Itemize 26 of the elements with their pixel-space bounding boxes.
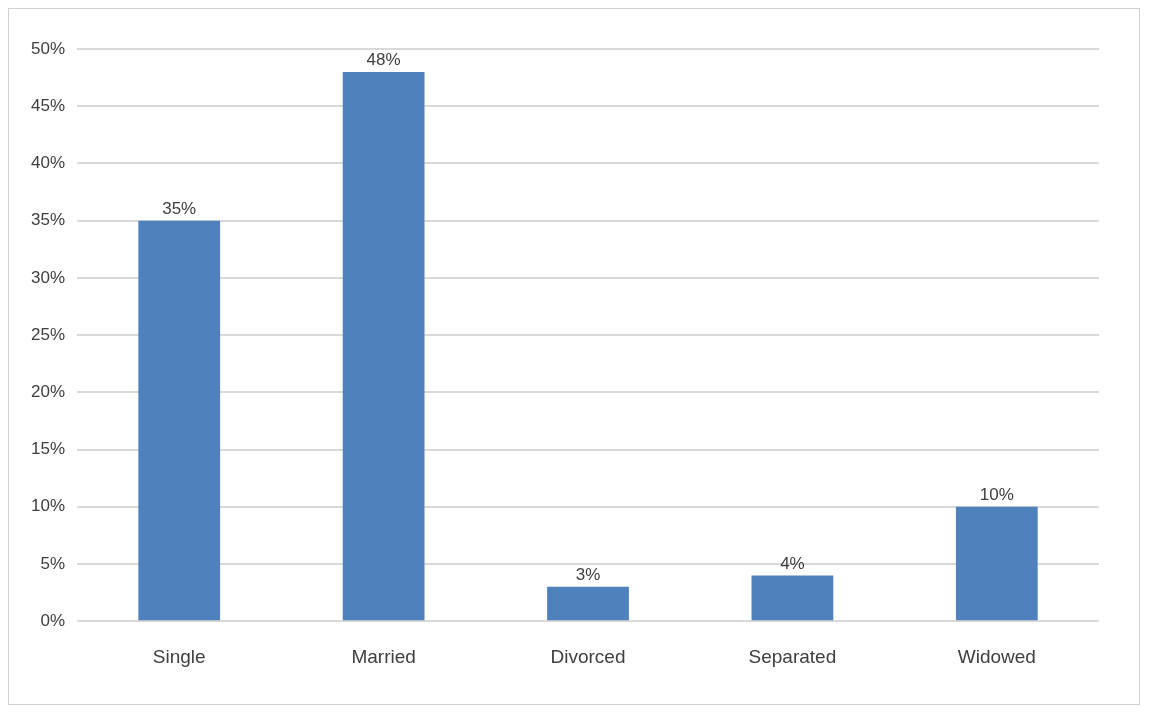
x-tick-label: Single [152, 645, 206, 667]
y-tick-label: 45% [30, 95, 66, 115]
data-label: 3% [575, 565, 601, 585]
bar [547, 586, 629, 621]
x-tick-label: Divorced [550, 645, 626, 667]
x-tick-label: Widowed [957, 645, 1036, 667]
bar [955, 506, 1038, 621]
y-tick-label: 30% [30, 267, 66, 287]
data-label: 48% [366, 50, 401, 70]
y-tick-label: 10% [30, 496, 66, 516]
y-tick-label: 40% [30, 153, 66, 173]
y-tick-label: 20% [30, 382, 66, 402]
y-tick-label: 0% [40, 610, 66, 630]
bar [138, 220, 221, 621]
data-label: 4% [780, 553, 805, 573]
data-label: 10% [979, 484, 1014, 504]
y-tick-label: 25% [30, 324, 66, 344]
bar [342, 71, 425, 621]
x-tick-label: Separated [748, 645, 837, 667]
x-tick-label: Married [351, 645, 416, 667]
y-tick-label: 35% [30, 210, 66, 230]
y-tick-label: 5% [40, 553, 66, 573]
y-tick-label: 50% [30, 38, 66, 58]
data-label: 35% [162, 198, 197, 218]
y-tick-label: 15% [30, 439, 66, 459]
bar [751, 575, 834, 621]
